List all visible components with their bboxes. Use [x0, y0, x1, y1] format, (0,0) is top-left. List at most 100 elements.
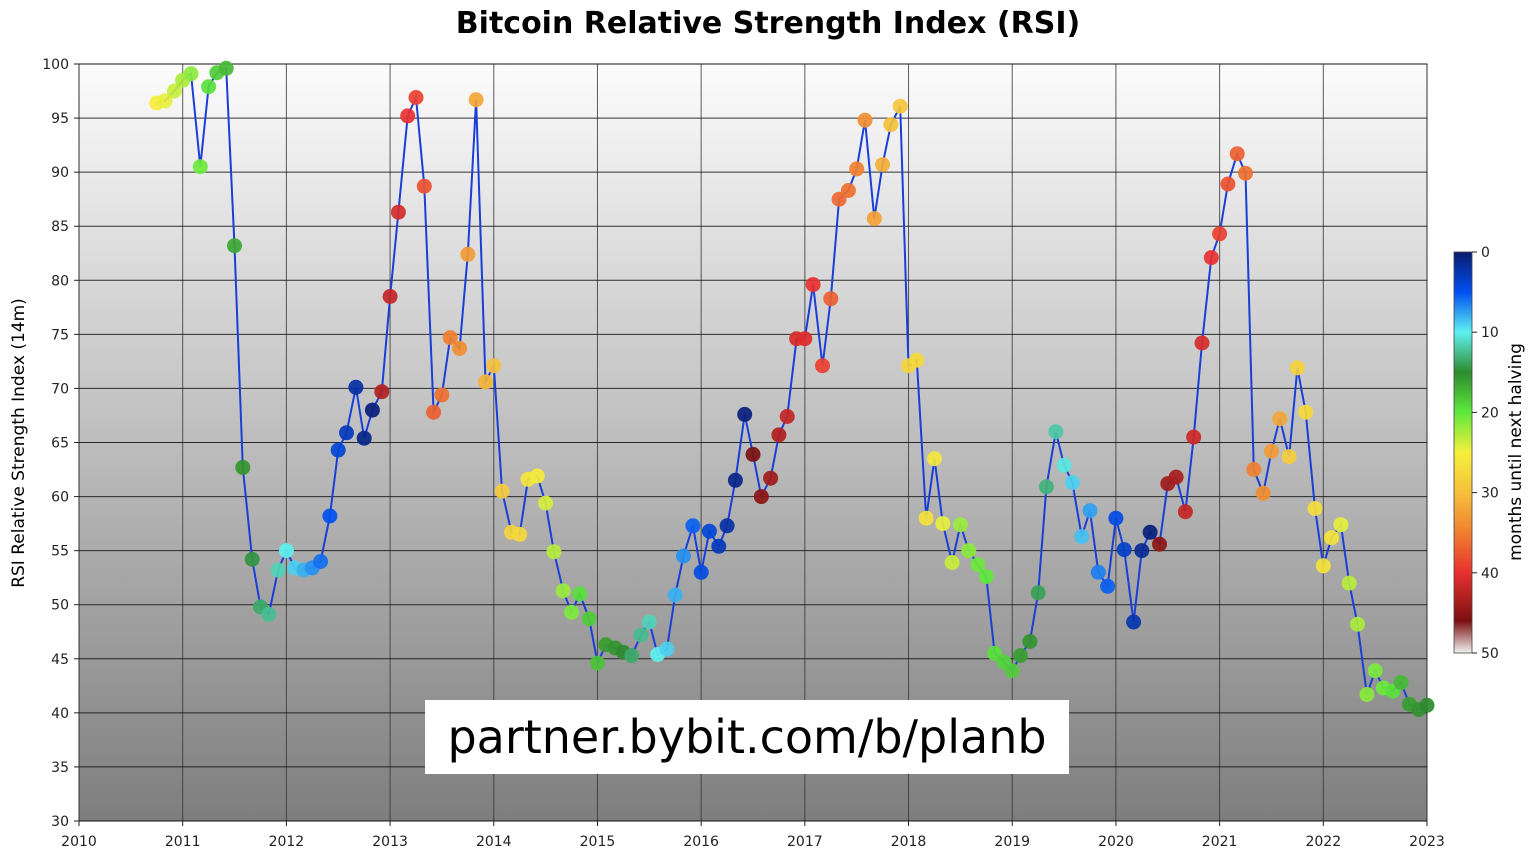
- chart-title: Bitcoin Relative Strength Index (RSI): [455, 6, 1081, 41]
- data-point: [356, 430, 372, 446]
- data-point: [494, 483, 510, 499]
- data-point: [166, 83, 182, 99]
- data-point: [1004, 663, 1020, 679]
- data-point: [1341, 575, 1357, 591]
- svg-text:2014: 2014: [476, 834, 512, 850]
- data-point: [478, 374, 493, 390]
- data-point: [382, 289, 398, 304]
- data-point: [883, 117, 899, 133]
- data-point: [313, 554, 329, 569]
- data-point: [685, 518, 701, 534]
- data-point: [1082, 503, 1098, 519]
- data-point: [330, 442, 346, 458]
- data-point: [1281, 449, 1297, 465]
- data-point: [797, 331, 813, 347]
- svg-text:30: 30: [1481, 486, 1499, 502]
- data-point: [364, 402, 380, 418]
- data-point: [727, 472, 743, 488]
- data-point: [1272, 411, 1288, 427]
- data-point: [944, 555, 960, 570]
- svg-text:2015: 2015: [580, 834, 616, 850]
- svg-text:80: 80: [51, 273, 69, 289]
- data-point: [840, 183, 856, 198]
- data-point: [737, 406, 753, 422]
- svg-text:2010: 2010: [61, 834, 97, 850]
- data-point: [270, 562, 286, 578]
- data-point: [1298, 404, 1314, 420]
- data-point: [1064, 475, 1080, 490]
- watermark-link[interactable]: partner.bybit.com/b/planb: [425, 700, 1069, 774]
- data-point: [1419, 697, 1435, 713]
- svg-text:2022: 2022: [1305, 834, 1341, 850]
- data-point: [1324, 530, 1340, 546]
- data-point: [952, 517, 968, 533]
- data-point: [1048, 424, 1064, 440]
- data-point: [408, 90, 424, 105]
- svg-text:10: 10: [1481, 325, 1499, 341]
- data-point: [1246, 462, 1262, 477]
- data-point: [348, 379, 364, 395]
- data-point: [1229, 146, 1245, 162]
- data-point: [529, 468, 545, 484]
- data-point: [719, 518, 735, 534]
- data-point: [416, 178, 432, 194]
- data-point: [546, 544, 562, 560]
- svg-text:55: 55: [51, 544, 69, 560]
- data-point: [581, 611, 597, 627]
- svg-text:65: 65: [51, 436, 69, 452]
- rsi-points: [149, 60, 1435, 718]
- data-point: [1152, 536, 1167, 552]
- data-point: [1264, 443, 1279, 459]
- data-point: [572, 586, 588, 602]
- data-point: [927, 451, 942, 467]
- data-point: [157, 93, 173, 109]
- data-point: [1203, 250, 1219, 266]
- data-point: [633, 627, 649, 643]
- svg-text:2023: 2023: [1409, 834, 1445, 850]
- data-point: [1367, 663, 1383, 679]
- data-point: [909, 352, 925, 368]
- svg-text:2017: 2017: [787, 834, 823, 850]
- svg-text:40: 40: [51, 706, 69, 722]
- data-point: [486, 358, 502, 374]
- data-point: [892, 98, 908, 114]
- data-point: [624, 648, 640, 663]
- svg-text:2016: 2016: [683, 834, 719, 850]
- watermark-text: partner.bybit.com/b/planb: [447, 710, 1047, 764]
- svg-text:30: 30: [51, 814, 69, 830]
- data-point: [374, 384, 390, 400]
- data-point: [1194, 335, 1210, 351]
- svg-text:100: 100: [42, 57, 69, 73]
- svg-text:60: 60: [51, 490, 69, 506]
- svg-text:2011: 2011: [165, 834, 201, 850]
- data-point: [1177, 504, 1193, 520]
- data-point: [857, 112, 873, 128]
- data-point: [1333, 517, 1349, 533]
- data-point: [1056, 457, 1072, 473]
- svg-text:2020: 2020: [1098, 834, 1134, 850]
- data-point: [426, 404, 442, 420]
- data-point: [1013, 648, 1028, 663]
- data-point: [1289, 360, 1305, 376]
- svg-text:2013: 2013: [372, 834, 408, 850]
- data-point: [192, 159, 208, 175]
- rsi-line: [156, 66, 1428, 711]
- data-point: [227, 238, 242, 254]
- data-point: [400, 108, 416, 124]
- data-point: [235, 459, 251, 475]
- data-point: [970, 557, 986, 573]
- data-point: [875, 157, 891, 173]
- data-point: [1393, 675, 1409, 691]
- svg-text:35: 35: [51, 760, 69, 776]
- svg-text:2019: 2019: [994, 834, 1030, 850]
- data-point: [339, 425, 354, 441]
- data-point: [460, 246, 476, 262]
- svg-text:70: 70: [51, 381, 69, 397]
- svg-text:95: 95: [51, 111, 69, 127]
- data-point: [1116, 542, 1132, 558]
- svg-text:0: 0: [1481, 245, 1490, 261]
- data-point: [763, 470, 779, 486]
- data-point: [183, 66, 199, 82]
- data-point: [590, 655, 605, 671]
- data-point: [693, 564, 709, 580]
